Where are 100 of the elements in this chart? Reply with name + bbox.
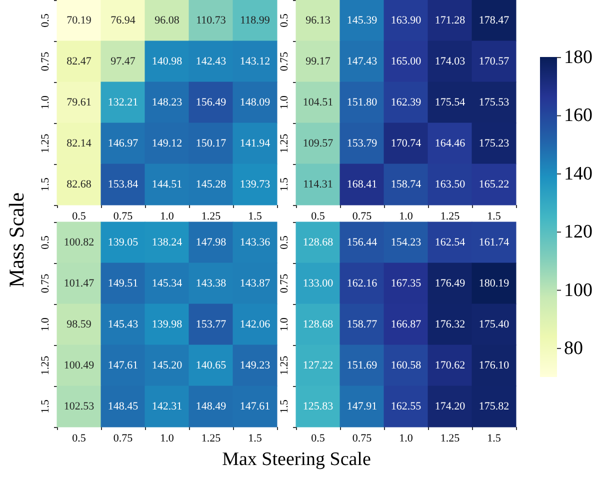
x-tick-label: 1.5 xyxy=(487,432,502,444)
data-label: 175.40 xyxy=(478,318,510,330)
x-axis-title: Max Steering Scale xyxy=(222,449,371,470)
data-label: 148.23 xyxy=(152,96,183,108)
data-label: 163.90 xyxy=(390,14,422,26)
data-label: 178.47 xyxy=(478,14,510,26)
color-bar-label: 160 xyxy=(564,105,592,126)
data-label: 175.54 xyxy=(434,96,466,108)
y-tick-label: 1.0 xyxy=(40,95,52,110)
y-tick-label: 1.25 xyxy=(278,133,290,154)
data-label: 145.28 xyxy=(196,178,227,190)
data-label: 162.39 xyxy=(390,96,422,108)
data-label: 145.39 xyxy=(346,14,378,26)
data-label: 118.99 xyxy=(240,14,270,26)
data-label: 162.55 xyxy=(390,400,422,412)
data-label: 143.38 xyxy=(196,278,227,290)
data-label: 76.94 xyxy=(110,14,136,26)
data-label: 174.03 xyxy=(434,56,466,68)
x-tick-label: 1.25 xyxy=(201,432,222,444)
data-label: 143.87 xyxy=(240,278,271,290)
data-label: 149.51 xyxy=(108,278,138,290)
data-label: 147.43 xyxy=(346,56,378,68)
data-label: 140.98 xyxy=(152,56,183,68)
data-label: 146.97 xyxy=(108,138,139,150)
y-tick-label: 1.25 xyxy=(40,355,52,376)
x-tick-label: 1.25 xyxy=(440,432,460,444)
y-tick-label: 0.75 xyxy=(40,51,52,72)
data-label: 101.47 xyxy=(64,278,95,290)
data-label: 128.68 xyxy=(302,236,334,248)
data-label: 100.49 xyxy=(64,360,95,372)
data-label: 170.57 xyxy=(478,56,510,68)
x-tick-label: 0.75 xyxy=(113,432,134,444)
data-label: 149.23 xyxy=(240,360,271,372)
data-label: 147.61 xyxy=(108,360,138,372)
data-label: 156.44 xyxy=(346,236,378,248)
color-bar-label: 100 xyxy=(564,280,592,301)
data-label: 180.19 xyxy=(478,278,510,290)
data-label: 170.62 xyxy=(434,360,466,372)
data-label: 156.49 xyxy=(196,96,227,108)
data-label: 127.22 xyxy=(302,360,334,372)
data-label: 145.20 xyxy=(152,360,183,372)
data-label: 132.21 xyxy=(108,96,138,108)
data-label: 165.22 xyxy=(478,178,510,190)
data-label: 109.57 xyxy=(302,138,334,150)
x-tick-label: 0.5 xyxy=(72,210,86,222)
y-tick-label: 0.75 xyxy=(278,273,290,294)
x-tick-label: 0.75 xyxy=(352,432,372,444)
x-tick-label: 0.5 xyxy=(311,210,326,222)
color-bar-label: 80 xyxy=(564,338,583,359)
data-label: 144.51 xyxy=(152,178,182,190)
data-label: 96.08 xyxy=(154,14,180,26)
y-tick-label: 1.5 xyxy=(40,399,52,414)
data-label: 82.47 xyxy=(66,56,92,68)
data-label: 176.49 xyxy=(434,278,466,290)
data-label: 102.53 xyxy=(64,400,95,412)
data-label: 98.59 xyxy=(66,318,92,330)
data-label: 154.23 xyxy=(390,236,422,248)
data-label: 147.98 xyxy=(196,236,227,248)
data-label: 166.87 xyxy=(390,318,422,330)
x-tick-label: 1.25 xyxy=(201,210,222,222)
data-label: 150.17 xyxy=(196,138,227,150)
data-label: 153.79 xyxy=(346,138,378,150)
data-label: 168.41 xyxy=(346,178,378,190)
data-label: 158.74 xyxy=(390,178,422,190)
x-tick-label: 0.75 xyxy=(113,210,134,222)
data-label: 125.83 xyxy=(302,400,334,412)
data-label: 145.43 xyxy=(108,318,139,330)
data-label: 176.32 xyxy=(434,318,466,330)
data-label: 170.74 xyxy=(390,138,422,150)
data-label: 147.91 xyxy=(346,400,378,412)
x-tick-label: 1.5 xyxy=(248,210,262,222)
x-tick-label: 1.5 xyxy=(487,210,502,222)
data-label: 138.24 xyxy=(152,236,183,248)
color-bar-label: 140 xyxy=(564,163,592,184)
y-tick-label: 0.5 xyxy=(278,13,290,28)
data-label: 79.61 xyxy=(66,96,92,108)
data-label: 140.65 xyxy=(196,360,227,372)
data-label: 153.77 xyxy=(196,318,227,330)
color-bar-label: 180 xyxy=(564,47,592,68)
data-label: 158.77 xyxy=(346,318,378,330)
data-label: 149.12 xyxy=(152,138,182,150)
data-label: 133.00 xyxy=(302,278,334,290)
y-tick-label: 1.0 xyxy=(278,95,290,110)
data-label: 165.00 xyxy=(390,56,422,68)
data-label: 175.23 xyxy=(478,138,510,150)
x-tick-label: 0.5 xyxy=(311,432,326,444)
x-tick-label: 1.5 xyxy=(248,432,262,444)
data-label: 174.20 xyxy=(434,400,466,412)
x-tick-label: 1.25 xyxy=(440,210,460,222)
data-label: 148.49 xyxy=(196,400,227,412)
data-label: 142.43 xyxy=(196,56,227,68)
y-tick-label: 1.5 xyxy=(40,177,52,192)
y-tick-label: 0.5 xyxy=(40,13,52,28)
data-label: 163.50 xyxy=(434,178,466,190)
data-label: 142.06 xyxy=(240,318,271,330)
x-tick-label: 0.75 xyxy=(352,210,372,222)
y-tick-label: 1.5 xyxy=(278,177,290,192)
data-label: 114.31 xyxy=(303,178,333,190)
y-tick-label: 1.25 xyxy=(40,133,52,154)
data-label: 167.35 xyxy=(390,278,422,290)
